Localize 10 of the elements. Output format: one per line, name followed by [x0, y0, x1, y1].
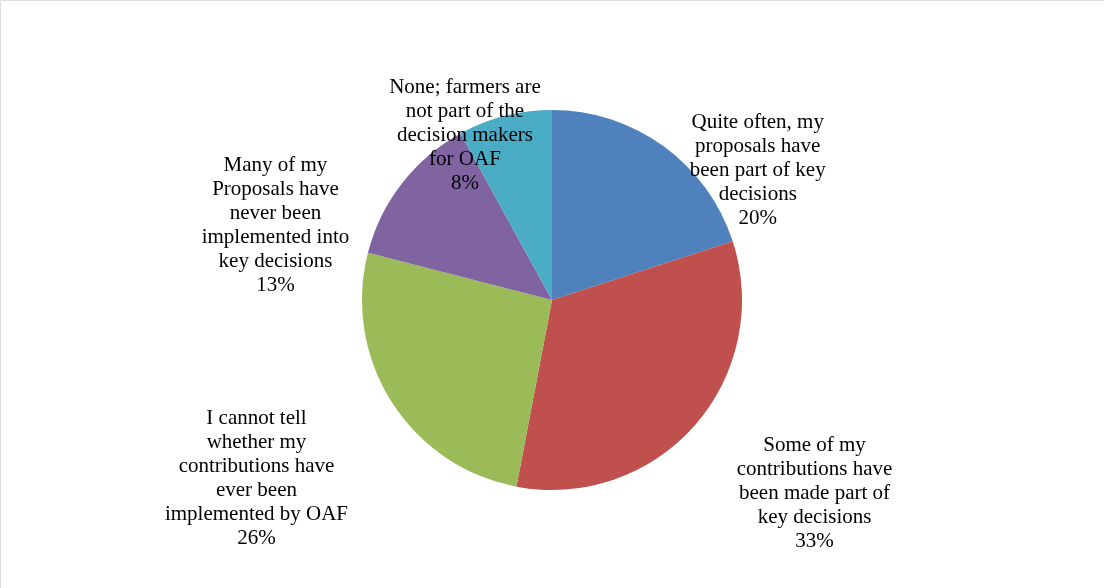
- data-label: 8%: [450, 169, 479, 194]
- data-label: 26%: [237, 524, 276, 549]
- data-label: 33%: [795, 528, 834, 553]
- data-label: 13%: [256, 272, 295, 297]
- slice-label: Some of my contributions have been made part of key decisions: [736, 432, 893, 529]
- slice-label: Quite often, my proposals have been part of key decisions: [689, 109, 827, 206]
- pie-slice: [362, 252, 552, 487]
- slice-label: I cannot tell whether my contributions have ever been implemented by OAF: [164, 404, 349, 525]
- data-label: 20%: [738, 205, 777, 230]
- slice-label: Many of my Proposals have never been implemented into key decisions: [201, 152, 350, 273]
